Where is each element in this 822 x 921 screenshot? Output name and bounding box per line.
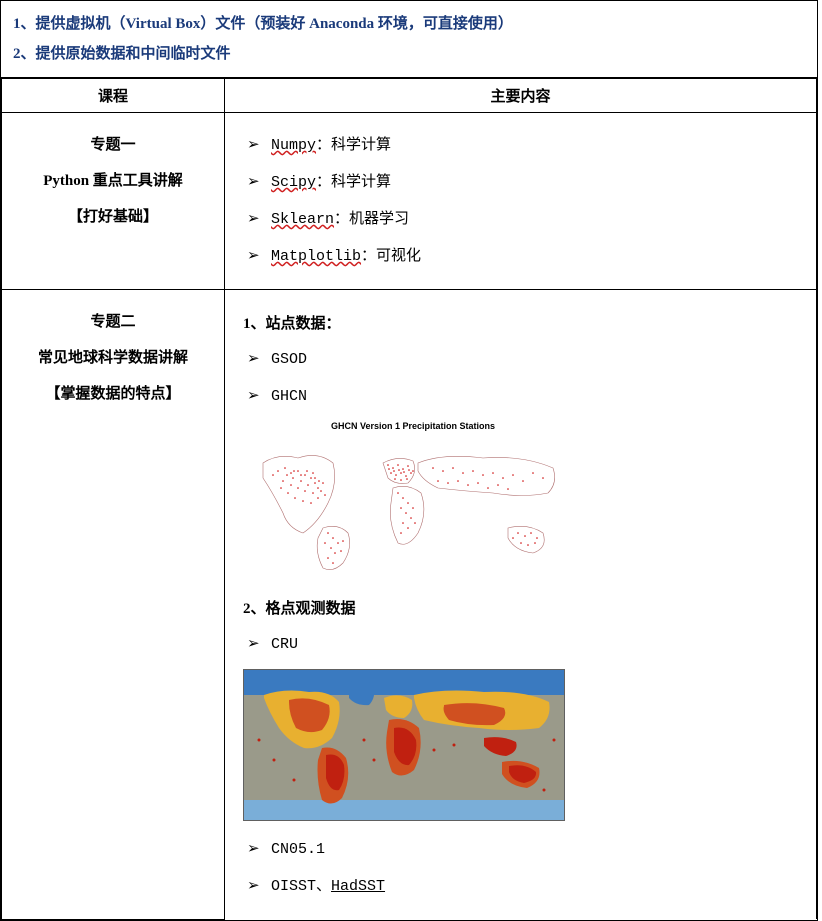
- tool-desc: ：机器学习: [334, 211, 409, 228]
- list-item: ➢Matplotlib：可视化: [243, 238, 804, 275]
- section1-list: ➢GSOD ➢GHCN: [243, 341, 804, 415]
- arrow-icon: ➢: [247, 127, 271, 163]
- arrow-icon: ➢: [247, 626, 271, 662]
- arrow-icon: ➢: [247, 164, 271, 200]
- list-item: ➢GSOD: [243, 341, 804, 378]
- table-header-row: 课程 主要内容: [2, 79, 817, 113]
- arrow-icon: ➢: [247, 201, 271, 237]
- header-notes: 1、提供虚拟机（Virtual Box）文件（预装好 Anaconda 环境，可…: [1, 1, 817, 78]
- list-item: ➢GHCN: [243, 378, 804, 415]
- ghcn-map-title: GHCN Version 1 Precipitation Stations: [243, 421, 583, 431]
- table-row: 专题二 常见地球科学数据讲解 【掌握数据的特点】 1、站点数据： ➢GSOD ➢…: [2, 290, 817, 920]
- row1-right-cell: ➢Numpy：科学计算 ➢Scipy：科学计算 ➢Sklearn：机器学习 ➢M…: [225, 113, 817, 290]
- section2-list-after: ➢CN05.1 ➢OISST、HadSST: [243, 831, 804, 905]
- row1-title-1: 专题一: [8, 127, 218, 163]
- data-underlined: HadSST: [331, 878, 385, 895]
- tool-name: Sklearn: [271, 211, 334, 228]
- header-note-1: 1、提供虚拟机（Virtual Box）文件（预装好 Anaconda 环境，可…: [13, 9, 805, 39]
- row2-title-1: 专题二: [8, 304, 218, 340]
- tool-desc: ：科学计算: [316, 174, 391, 191]
- tool-desc: ：科学计算: [316, 137, 391, 154]
- col-header-content: 主要内容: [225, 79, 817, 113]
- arrow-icon: ➢: [247, 868, 271, 904]
- list-item: ➢CN05.1: [243, 831, 804, 868]
- arrow-icon: ➢: [247, 831, 271, 867]
- list-item: ➢Sklearn：机器学习: [243, 201, 804, 238]
- arrow-icon: ➢: [247, 378, 271, 414]
- row1-left-cell: 专题一 Python 重点工具讲解 【打好基础】: [2, 113, 225, 290]
- world-map-temperature-icon: [243, 669, 565, 821]
- ghcn-map-figure: GHCN Version 1 Precipitation Stations: [243, 421, 804, 583]
- row1-title-2: Python 重点工具讲解: [8, 163, 218, 199]
- world-map-scatter-icon: [243, 433, 583, 583]
- cru-map-figure: [243, 669, 804, 821]
- arrow-icon: ➢: [247, 238, 271, 274]
- table-row: 专题一 Python 重点工具讲解 【打好基础】 ➢Numpy：科学计算 ➢Sc…: [2, 113, 817, 290]
- data-prefix: OISST、: [271, 878, 331, 895]
- tool-desc: ：可视化: [361, 248, 421, 265]
- row1-title-3: 【打好基础】: [8, 199, 218, 235]
- tool-name: Scipy: [271, 174, 316, 191]
- row2-right-cell: 1、站点数据： ➢GSOD ➢GHCN GHCN Version 1 Preci…: [225, 290, 817, 920]
- row2-left-cell: 专题二 常见地球科学数据讲解 【掌握数据的特点】: [2, 290, 225, 920]
- document-container: 1、提供虚拟机（Virtual Box）文件（预装好 Anaconda 环境，可…: [0, 0, 818, 921]
- section1-heading: 1、站点数据：: [243, 308, 804, 341]
- data-name: GSOD: [271, 351, 307, 368]
- course-table: 课程 主要内容 专题一 Python 重点工具讲解 【打好基础】 ➢Numpy：…: [1, 78, 817, 920]
- col-header-course: 课程: [2, 79, 225, 113]
- tool-name: Matplotlib: [271, 248, 361, 265]
- arrow-icon: ➢: [247, 341, 271, 377]
- data-name: GHCN: [271, 388, 307, 405]
- row1-item-list: ➢Numpy：科学计算 ➢Scipy：科学计算 ➢Sklearn：机器学习 ➢M…: [243, 127, 804, 275]
- section2-heading: 2、格点观测数据: [243, 593, 804, 626]
- list-item: ➢CRU: [243, 626, 804, 663]
- row2-title-2: 常见地球科学数据讲解: [8, 340, 218, 376]
- list-item: ➢Numpy：科学计算: [243, 127, 804, 164]
- row2-title-3: 【掌握数据的特点】: [8, 376, 218, 412]
- data-name: CN05.1: [271, 841, 325, 858]
- list-item: ➢Scipy：科学计算: [243, 164, 804, 201]
- header-note-2: 2、提供原始数据和中间临时文件: [13, 39, 805, 69]
- list-item: ➢OISST、HadSST: [243, 868, 804, 905]
- section2-list-before: ➢CRU: [243, 626, 804, 663]
- tool-name: Numpy: [271, 137, 316, 154]
- data-name: CRU: [271, 636, 298, 653]
